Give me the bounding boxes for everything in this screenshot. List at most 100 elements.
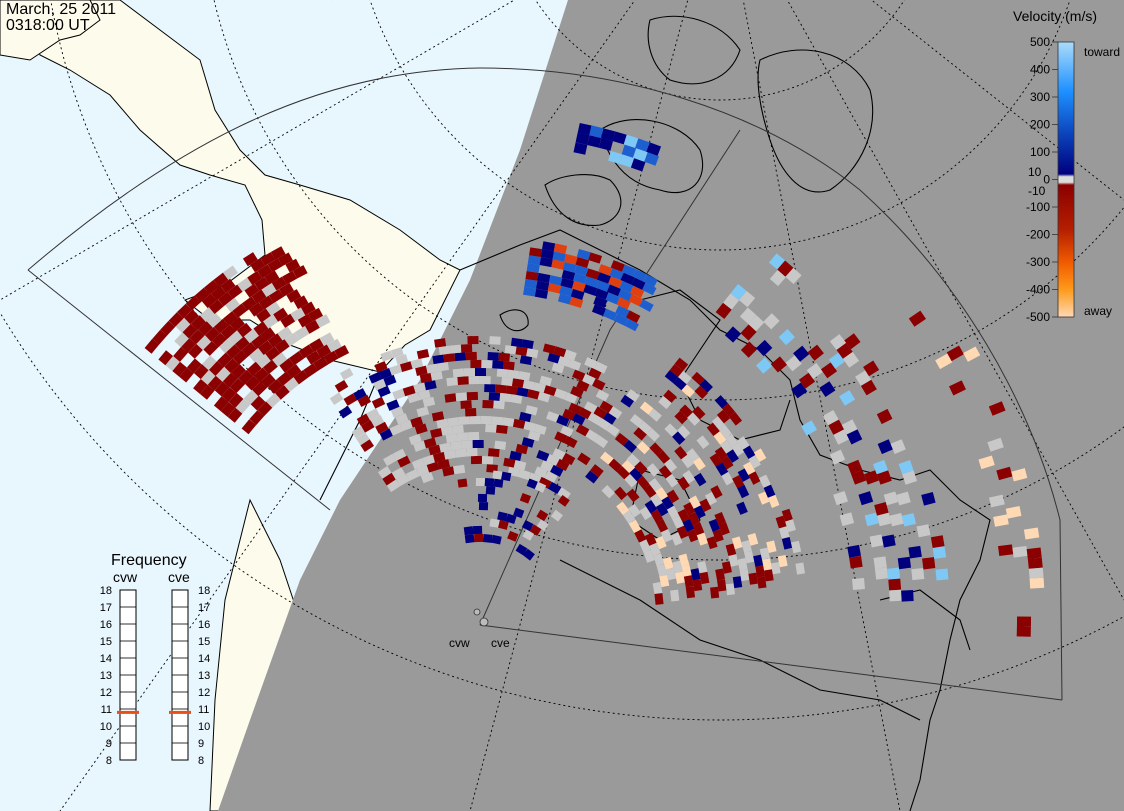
scatter-cell (515, 543, 528, 556)
scatter-cell (477, 493, 488, 503)
scatter-cell (222, 311, 238, 326)
scatter-cell (278, 252, 293, 267)
scatter-cell (998, 544, 1014, 557)
scatter-cell (361, 420, 375, 433)
scatter-cell (736, 501, 748, 515)
scatter-cell (289, 351, 304, 366)
scatter-cell (688, 495, 701, 510)
scatter-cell (672, 431, 686, 445)
scatter-cell (434, 338, 447, 348)
scatter-cell (368, 371, 382, 384)
scatter-cell (671, 532, 683, 546)
scatter-cell (908, 310, 927, 327)
scatter-cell (498, 519, 509, 530)
frequency-tick-label: 17 (100, 602, 112, 614)
scatter-cell (590, 464, 604, 478)
scatter-cell (1016, 626, 1031, 637)
scatter-cell (253, 321, 269, 336)
scatter-cell (274, 384, 290, 400)
scatter-cell (536, 449, 550, 462)
scatter-cell (313, 356, 329, 371)
scatter-cell (485, 486, 496, 495)
scatter-cell (570, 288, 585, 300)
scatter-cell (723, 293, 740, 310)
scatter-cell (553, 388, 568, 400)
scatter-cell (553, 346, 567, 358)
colorbar-tick-label: -100 (1026, 200, 1050, 214)
scatter-cell (463, 526, 474, 536)
scatter-cell (597, 417, 611, 431)
scatter-cell (627, 503, 641, 518)
scatter-cell (414, 423, 428, 435)
scatter-cell (282, 270, 298, 285)
scatter-cell (576, 249, 591, 260)
scatter-cell (672, 515, 685, 529)
scatter-cell (714, 395, 729, 409)
scatter-cell (585, 429, 599, 442)
scatter-cell (502, 417, 515, 427)
scatter-cell (621, 459, 636, 474)
scatter-cell (383, 453, 397, 467)
scatter-cell (248, 347, 264, 363)
scatter-cell (591, 304, 607, 317)
scatter-cell (547, 283, 562, 294)
scatter-cell (820, 362, 838, 379)
scatter-cell (572, 369, 586, 382)
scatter-cell (444, 393, 457, 403)
scatter-cell (504, 345, 517, 355)
scatter-cell (828, 419, 845, 435)
scatter-cell (621, 144, 637, 158)
scatter-cell (534, 481, 547, 493)
scatter-cell (415, 365, 428, 376)
scatter-cell (175, 317, 191, 333)
scatter-cell (720, 455, 734, 470)
scatter-cell (420, 471, 434, 484)
scatter-cell (683, 575, 694, 588)
scatter-cell (699, 571, 710, 585)
fov-outlines (27, 67, 1063, 701)
scatter-cell (243, 389, 259, 405)
scatter-cell (424, 380, 437, 391)
scatter-cell (863, 470, 880, 485)
scatter-cell (634, 529, 647, 543)
scatter-cell (203, 340, 219, 356)
scatter-cell (160, 320, 176, 336)
scatter-cell (575, 424, 590, 437)
scatter-cell (609, 268, 624, 281)
scatter-cell (542, 343, 556, 355)
scatter-cell (656, 450, 671, 464)
scatter-cell (593, 296, 608, 308)
scatter-cell (537, 391, 551, 403)
scatter-cell (329, 392, 344, 406)
scatter-cell (736, 436, 750, 450)
scatter-cell (515, 346, 528, 356)
scatter-cell (897, 556, 912, 570)
scatter-cell (225, 344, 241, 359)
scatter-cell (257, 264, 273, 279)
scatter-cell (686, 448, 700, 462)
scatter-cell (664, 458, 678, 473)
scatter-cell (737, 484, 750, 499)
colorbar-inner-label-neg: -10 (1028, 184, 1046, 198)
scatter-cell (193, 379, 208, 394)
scatter-cell (620, 272, 635, 285)
scatter-cell (769, 269, 786, 287)
scatter-cell (587, 412, 602, 425)
scatter-cell (467, 335, 479, 345)
scatter-cell (472, 439, 484, 449)
frequency-title: Frequency (111, 552, 187, 569)
scatter-cell (646, 463, 660, 477)
scatter-cell (390, 347, 404, 359)
scatter-cell (457, 376, 469, 385)
scatter-cell (158, 350, 173, 366)
frequency-tick-label: 13 (100, 670, 112, 682)
scatter-cell (413, 440, 427, 452)
scatter-cell (488, 392, 501, 401)
frequency-tick-label: 18 (198, 585, 210, 597)
scatter-cell (741, 540, 752, 553)
scatter-cell (858, 491, 874, 506)
scatter-cell (410, 358, 424, 369)
scatter-cell (184, 309, 199, 325)
scatter-cell (630, 285, 645, 299)
scatter-cell (613, 313, 629, 326)
